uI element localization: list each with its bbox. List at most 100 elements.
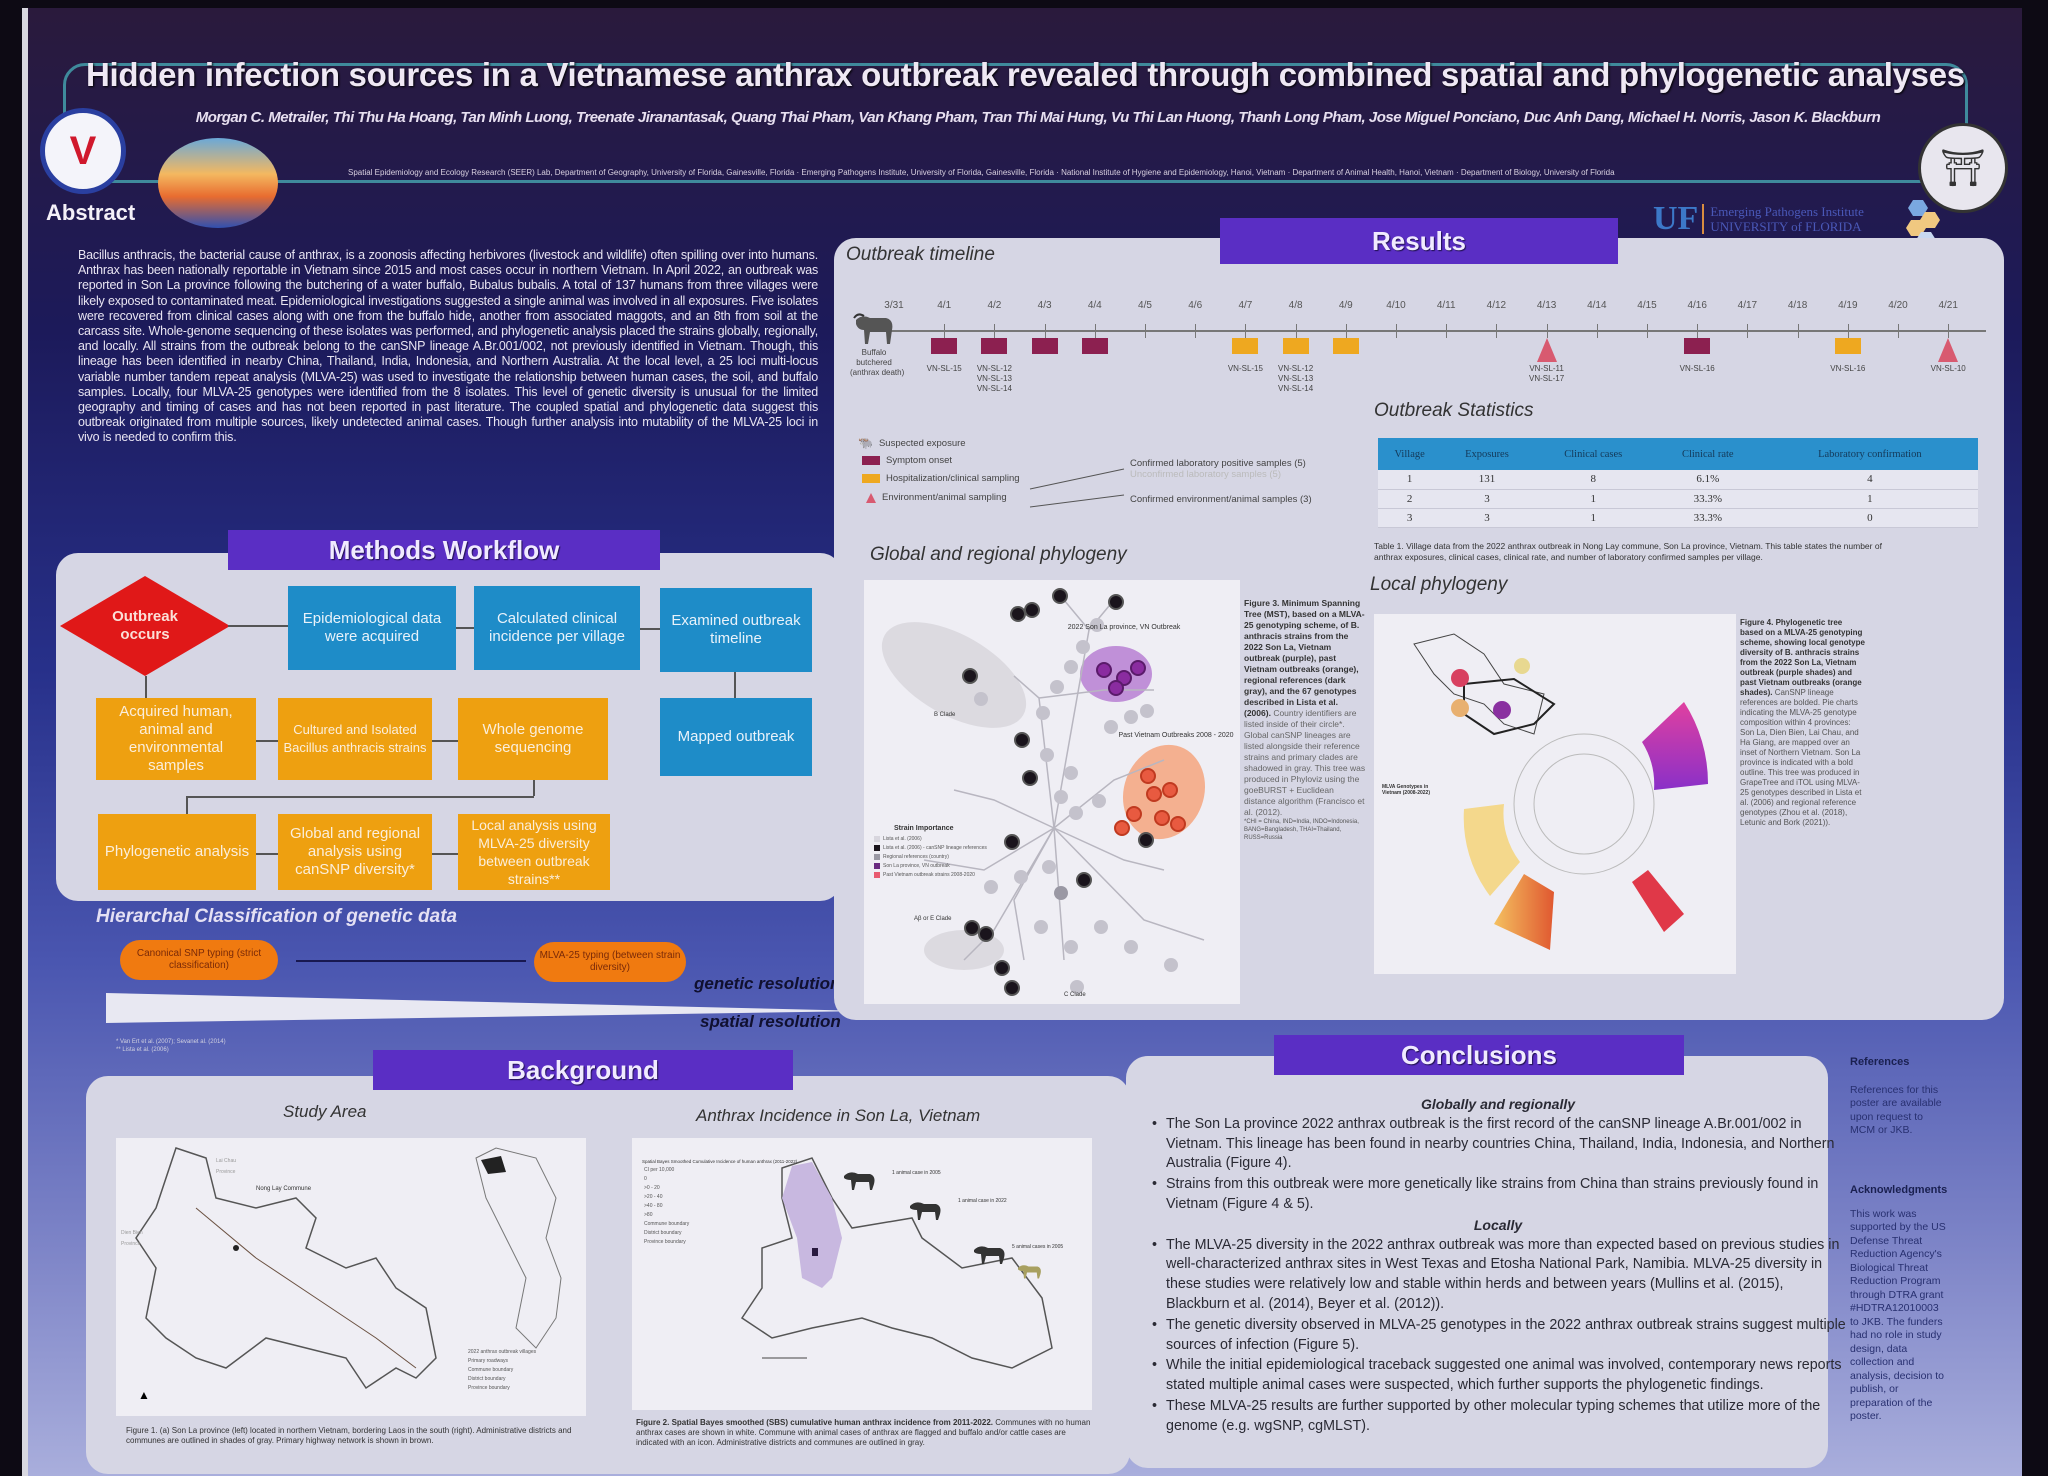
poster-title: Hidden infection sources in a Vietnamese… — [86, 56, 1965, 93]
timeline-tick — [1596, 324, 1598, 338]
timeline-tick — [1747, 324, 1749, 338]
map-legend-item: Province boundary — [644, 1239, 686, 1245]
symptom-onset-marker — [931, 338, 958, 354]
timeline-date: 4/15 — [1637, 300, 1657, 311]
local-tree-figure: MLVA Genotypes in Vietnam (2008-2022) — [1374, 614, 1736, 974]
mst-legend-item: Past Vietnam outbreak strains 2008-2020 — [874, 870, 987, 879]
swatch — [874, 862, 880, 869]
fig3-caption-bold: Figure 3. Minimum Spanning Tree (MST), b… — [1244, 598, 1365, 718]
flow-arrow — [145, 676, 147, 698]
mst-node — [1034, 920, 1048, 934]
map-legend-item: >80 — [644, 1212, 653, 1218]
table-cell: 3 — [1378, 508, 1442, 528]
acknowledgments-heading: Acknowledgments — [1850, 1184, 1948, 1196]
conclusion-point: These MLVA-25 results are further suppor… — [1152, 1397, 1848, 1437]
mst-node — [1076, 640, 1090, 654]
timeline-title: Outbreak timeline — [846, 244, 995, 265]
buffalo-icon — [853, 313, 893, 344]
mst-node — [1124, 940, 1138, 954]
timeline-date: 4/19 — [1838, 300, 1858, 311]
timeline-date: 4/10 — [1386, 300, 1406, 311]
table-header-cell: Laboratory confirmation — [1761, 438, 1978, 470]
mst-node — [1054, 886, 1068, 900]
study-area-map: Nong Lay Commune Lai Chau Province Dien … — [116, 1138, 586, 1416]
outbreak-diamond-shape — [60, 576, 230, 676]
workflow-step-phylogenetic: Phylogenetic analysis — [98, 814, 256, 890]
table-header-cell: Village — [1378, 438, 1442, 470]
timeline-date: 4/18 — [1787, 300, 1808, 311]
map-legend-item: >20 - 40 — [644, 1194, 663, 1200]
swatch — [862, 456, 880, 465]
table-cell: 1 — [1378, 470, 1442, 490]
table-cell: 0 — [1761, 508, 1978, 528]
triangle-icon — [866, 492, 876, 503]
map1-laichau-label: Lai Chau Province — [216, 1158, 237, 1175]
timeline-tick — [1647, 324, 1648, 338]
timeline-date: 4/13 — [1536, 300, 1557, 311]
affiliations: Spatial Epidemiology and Ecology Researc… — [348, 168, 1615, 177]
timeline-date: 4/20 — [1888, 300, 1908, 311]
table-cell: 4 — [1761, 470, 1978, 490]
mst-node — [1096, 662, 1112, 678]
flow-arrow — [186, 796, 188, 814]
global-points: The Son La province 2022 anthrax outbrea… — [1148, 1115, 1848, 1215]
study-area-title: Study Area — [283, 1102, 367, 1121]
references-text: References for this poster are available… — [1850, 1083, 1942, 1137]
mst-node — [1094, 920, 1108, 934]
timeline-tick — [1446, 324, 1448, 338]
fig4-caption: Figure 4. Phylogenetic tree based on a M… — [1740, 618, 1866, 828]
institute: Emerging Pathogens Institute — [1710, 204, 1864, 219]
mst-node — [1042, 860, 1056, 874]
mst-node — [1054, 790, 1068, 804]
mst-node — [1170, 816, 1186, 832]
hospitalization-marker — [1332, 338, 1359, 354]
cattle-icon — [1018, 1265, 1041, 1279]
mst-node — [1064, 766, 1078, 780]
legend-label: Environment/animal sampling — [882, 492, 1007, 503]
map-legend-item: Primary roadways — [468, 1358, 509, 1364]
buffalo-icon — [910, 1202, 941, 1220]
mst-legend-item: Regional references (country) — [874, 852, 987, 861]
mst-node — [1108, 594, 1124, 610]
map2-legend: CI per 10,000 0 >0 - 20 >20 - 40 >40 - 80 >80… — [644, 1166, 689, 1247]
legend-label: Lista et al. (2006) - canSNP lineage ref… — [883, 844, 987, 851]
timeline-date: 4/4 — [1087, 300, 1102, 311]
acknowledgments-text: This work was supported by the US Defens… — [1850, 1207, 1946, 1423]
fig4-caption-bold: Figure 4. Phylogenetic tree based on a M… — [1740, 618, 1865, 697]
mst-node — [1130, 660, 1146, 676]
symptom-onset-marker — [1031, 338, 1058, 354]
table-cell: 1 — [1532, 489, 1654, 509]
mst-edges — [881, 599, 1206, 970]
mst-node — [1010, 606, 1026, 622]
table-row: 1 131 8 6.1% 4 — [1378, 470, 1978, 490]
map-legend-item: 0 — [644, 1176, 647, 1182]
mst-node — [1050, 680, 1064, 694]
fig2-caption-rest: Communes with no human anthrax cases are… — [636, 1418, 1091, 1447]
table-row: 2 3 1 33.3% 1 — [1378, 489, 1978, 509]
references-block: References References for this poster ar… — [1850, 1056, 1950, 1138]
mst-node — [984, 880, 998, 894]
fig4-caption-rest: CanSNP lineage references are bolded. Pi… — [1740, 688, 1862, 827]
map-legend-item: Province boundary — [468, 1385, 510, 1391]
north-arrow-icon: ▲ — [138, 1388, 150, 1402]
workflow-step-epi-data: Epidemiological data were acquired — [288, 586, 456, 670]
legend-arrows — [1029, 468, 1125, 508]
mst-node — [1064, 660, 1078, 674]
mst-node — [1146, 786, 1162, 802]
hospitalization-marker — [1834, 338, 1861, 354]
workflow-step-incidence: Calculated clinical incidence per villag… — [474, 586, 640, 670]
hospitalization-marker — [1232, 338, 1259, 354]
uf-wordmark: UF — [1653, 200, 1699, 237]
timeline-tick — [1797, 324, 1799, 338]
nihe-logo-icon: ⛩ — [1918, 123, 2008, 213]
map1-dienbien-label: Dien Bien Province — [121, 1230, 143, 1247]
legend-symptom-onset: Symptom onset — [862, 455, 952, 466]
swatch — [874, 844, 880, 851]
timeline-tick — [944, 324, 946, 338]
table-cell: 1 — [1532, 508, 1654, 528]
timeline-date: 4/5 — [1138, 300, 1152, 311]
local-subheading: Locally — [1473, 1216, 1523, 1233]
buffalo-icon — [974, 1246, 1005, 1264]
author-list: Morgan C. Metrailer, Thi Thu Ha Hoang, T… — [195, 109, 1881, 126]
timeline-date: 4/14 — [1587, 300, 1607, 311]
